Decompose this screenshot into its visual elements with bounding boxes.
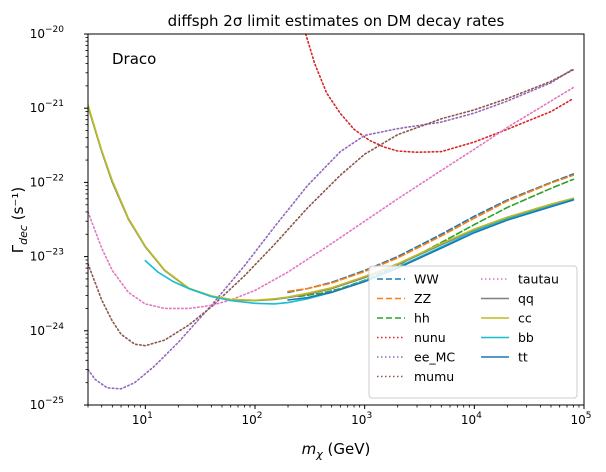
legend-label: tautau bbox=[518, 272, 559, 287]
legend-label: cc bbox=[518, 311, 532, 326]
plot-frame bbox=[87, 33, 585, 406]
legend-label: ZZ bbox=[414, 291, 431, 306]
series-line-tautau bbox=[88, 86, 575, 310]
axes-frame bbox=[87, 33, 585, 406]
y-axis-label: Γdec (s⁻¹) bbox=[9, 187, 30, 253]
series-line-mumu bbox=[88, 68, 575, 347]
legend-label: qq bbox=[518, 291, 534, 306]
x-axis-label: mχ (GeV) bbox=[302, 440, 371, 461]
draco-annotation: Draco bbox=[112, 50, 156, 68]
series-line-ee-mc bbox=[88, 67, 575, 390]
series-line-bb bbox=[144, 198, 575, 305]
legend-label: ee_MC bbox=[414, 350, 455, 365]
legend-label: WW bbox=[414, 272, 439, 287]
legend-label: nunu bbox=[414, 330, 446, 345]
chart-title: diffsph 2σ limit estimates on DM decay r… bbox=[168, 12, 505, 30]
legend-label: tt bbox=[518, 350, 528, 365]
legend-label: mumu bbox=[414, 369, 454, 384]
series-line-zz bbox=[287, 174, 575, 293]
series-line-cc bbox=[88, 104, 575, 302]
legend-label: bb bbox=[518, 330, 534, 345]
series-lines bbox=[88, 34, 575, 390]
series-line-tt bbox=[287, 199, 575, 301]
legend-label: hh bbox=[414, 311, 430, 326]
legend-box bbox=[368, 265, 578, 399]
